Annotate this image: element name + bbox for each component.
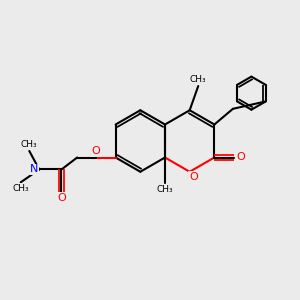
Text: CH₃: CH₃ [21,140,38,149]
Text: N: N [30,164,38,175]
Text: O: O [57,193,66,203]
Text: CH₃: CH₃ [190,75,206,84]
Text: O: O [91,146,100,156]
Text: O: O [236,152,245,163]
Text: CH₃: CH₃ [157,185,173,194]
Text: CH₃: CH₃ [12,184,29,193]
Text: O: O [189,172,198,182]
